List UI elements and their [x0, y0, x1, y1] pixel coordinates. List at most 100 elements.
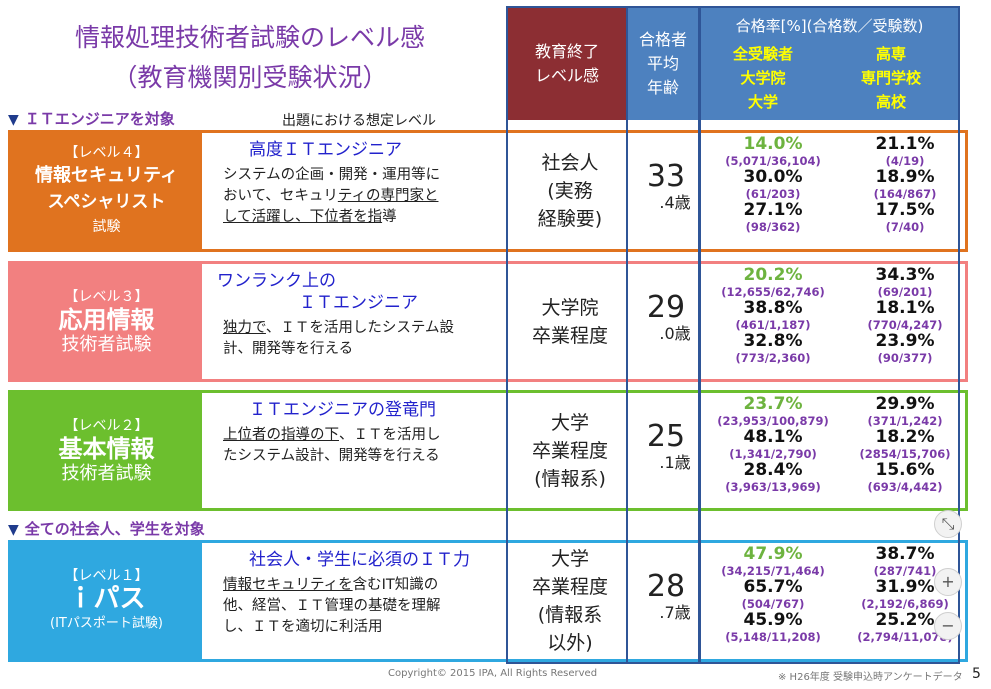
age-column-frame	[626, 6, 700, 664]
description-title: 社会人・学生に必須のＩＴ力	[249, 550, 470, 570]
pass-rate: 34.3%	[875, 265, 935, 285]
exam-name-line2: スペシャリスト	[47, 192, 166, 212]
education-level: 大学院 卒業程度	[511, 264, 629, 379]
education-line: (情報系	[537, 604, 603, 626]
level-description: 高度ＩＴエンジニアシステムの企画・開発・運用等に おいて、セキュリティの専門家とし…	[209, 139, 507, 228]
pass-rate: 20.2%	[743, 265, 803, 285]
header-rate-left-line: 全受験者	[732, 45, 793, 63]
average-age: 29.0歳	[631, 264, 701, 379]
header-rate-left: 全受験者 大学院 大学	[703, 42, 823, 114]
description-line: 情報セキュリティを含むIT知識の	[223, 577, 439, 593]
pass-count: (23,953/100,879)	[717, 414, 829, 428]
education-line: 卒業程度	[531, 324, 608, 347]
exam-name: 情報セキュリティ	[35, 165, 178, 186]
education-line: (情報系)	[534, 467, 606, 490]
fit-page-button[interactable]: ⤡	[934, 510, 962, 538]
rates-right: 21.1% (4/19) 18.9% (164/867) 17.5% (7/40)	[843, 134, 967, 235]
level-row: 【レベル１】 ｉパス (ITパスポート試験) 社会人・学生に必須のＩＴ力 情報セキュリテ…	[8, 540, 968, 662]
header-age-line: 合格者	[638, 30, 687, 49]
pass-count: (1,341/2,790)	[729, 447, 817, 461]
header-age-label: 合格者 平均 年齢	[639, 28, 687, 100]
pass-rate: 38.7%	[875, 544, 935, 564]
pass-rate: 29.9%	[875, 394, 935, 414]
title-line1: 情報処理技術者試験のレベル感	[74, 23, 425, 52]
header-rate-left-line: 大学院	[740, 69, 786, 87]
age-decimal: .7歳	[659, 603, 691, 622]
level-row: 【レベル３】 応用情報 技術者試験 ワンランク上の ＩＴエンジニア 独力で、ＩＴを活用した…	[8, 261, 968, 382]
education-level: 社会人 (実務 経験要)	[511, 133, 629, 249]
description-line: 上位者の指導の下、ＩＴを活用し	[223, 427, 441, 443]
education-line: 以外)	[547, 632, 593, 654]
education-line: 大学	[550, 548, 589, 570]
pass-count: (12,655/62,746)	[721, 285, 825, 299]
header-edu: 教育終了 レベル感	[508, 8, 626, 120]
zoom-in-button[interactable]: +	[934, 568, 962, 596]
pass-count: (693/4,442)	[867, 480, 943, 494]
triangle-down-icon: ▼	[8, 522, 19, 538]
header-rate: 合格率[%](合格数／受験数) 全受験者 大学院 大学 高専 専門学校 高校	[701, 8, 958, 120]
exam-subtitle: 技術者試験	[61, 462, 152, 484]
education-level: 大学 卒業程度 (情報系)	[511, 393, 629, 508]
pass-count: (34,215/71,464)	[721, 564, 825, 578]
pass-rate: 18.2%	[875, 427, 935, 447]
education-line: 経験要)	[537, 208, 603, 230]
pass-rate: 45.9%	[743, 610, 803, 630]
pass-count: (2,192/6,869)	[861, 597, 949, 611]
header-rate-right-line: 高専	[875, 45, 906, 63]
pass-count: (5,071/36,104)	[725, 154, 821, 168]
header-rate-right-line: 高校	[875, 93, 906, 111]
underlined-text: 独力で	[223, 320, 266, 336]
rates-all: 23.7% (23,953/100,879) 48.1% (1,341/2,790) 2…	[711, 395, 835, 495]
pass-count: (3,963/13,969)	[725, 480, 821, 494]
description-text: 上位者の指導の下、ＩＴを活用し たシステム設計、開発等を行える	[209, 425, 507, 467]
description-line: して活躍し、下位者を指導	[223, 209, 397, 225]
description-title: ＩＴエンジニアの登竜門	[249, 400, 436, 420]
level-badge: 【レベル２】 基本情報 技術者試験	[11, 393, 202, 508]
pass-count: (98/362)	[745, 220, 801, 234]
description-line: し、ＩＴを適切に利活用	[223, 619, 383, 635]
education-line: 大学	[550, 411, 589, 434]
pass-count: (61/203)	[745, 187, 801, 201]
level-row: 【レベル２】 基本情報 技術者試験 ＩＴエンジニアの登竜門上位者の指導の下、ＩＴを活用…	[8, 390, 968, 511]
pass-count: (773/2,360)	[735, 351, 811, 365]
page-title: 情報処理技術者試験のレベル感 （教育機関別受験状況）	[10, 18, 490, 98]
copyright: Copyright© 2015 IPA, All Rights Reserved	[388, 668, 598, 679]
pass-rate: 17.5%	[875, 200, 935, 220]
pass-rate: 28.4%	[743, 460, 803, 480]
pass-rate: 15.6%	[875, 460, 935, 480]
source-note: ※ H26年度 受験申込時アンケートデータ	[778, 672, 963, 683]
description-text: 情報セキュリティを含むIT知識の 他、経営、ＩＴ管理の基礎を理解 し、ＩＴを適切に利…	[209, 575, 507, 638]
rates-right: 34.3% (69/201) 18.1% (770/4,247) 23.9% (90/37…	[843, 265, 967, 366]
description-title: 高度ＩＴエンジニア	[249, 140, 402, 160]
pass-rate: 18.1%	[875, 298, 935, 318]
pass-rate: 32.8%	[743, 331, 803, 351]
education-level: 大学 卒業程度 (情報系 以外)	[511, 543, 629, 659]
underlined-text: ティの専門家と	[337, 188, 439, 204]
education-line: (実務	[547, 180, 593, 202]
age-decimal: .4歳	[659, 193, 691, 212]
description-title-line2: ＩＴエンジニア	[299, 293, 418, 313]
pass-count: (770/4,247)	[867, 318, 943, 332]
rates-right: 38.7% (287/741) 31.9% (2,192/6,869) 25.2% (2,…	[843, 544, 967, 645]
level-label: 【レベル２】	[64, 417, 149, 434]
subheader-level: 出題における想定レベル	[282, 113, 436, 129]
pass-rate: 30.0%	[743, 167, 803, 187]
page-number: 5	[972, 666, 981, 682]
pass-rate: 27.1%	[743, 200, 803, 220]
pass-count: (164/867)	[873, 187, 937, 201]
rates-all: 14.0% (5,071/36,104) 30.0% (61/203) 27.1% (98…	[711, 134, 835, 235]
description-line: システムの企画・開発・運用等に	[223, 167, 441, 183]
header-rate-left-line: 大学	[747, 93, 778, 111]
zoom-out-button[interactable]: −	[934, 612, 962, 640]
header-edu-label: 教育終了 レベル感	[535, 40, 599, 88]
pass-rate: 14.0%	[743, 134, 803, 154]
education-line: 大学院	[541, 296, 599, 319]
header-rate-right-line: 専門学校	[860, 69, 921, 87]
pass-rate: 21.1%	[875, 134, 935, 154]
rates-all: 20.2% (12,655/62,746) 38.8% (461/1,187) 32.8…	[711, 265, 835, 366]
pass-count: (90/377)	[877, 351, 933, 365]
header-edu-line: 教育終了	[534, 42, 599, 61]
description-text: システムの企画・開発・運用等に おいて、セキュリティの専門家と して活躍し、下位者を…	[209, 165, 507, 228]
underlined-text: 情報セキュリティを	[223, 577, 353, 593]
pass-count: (69/201)	[877, 285, 933, 299]
